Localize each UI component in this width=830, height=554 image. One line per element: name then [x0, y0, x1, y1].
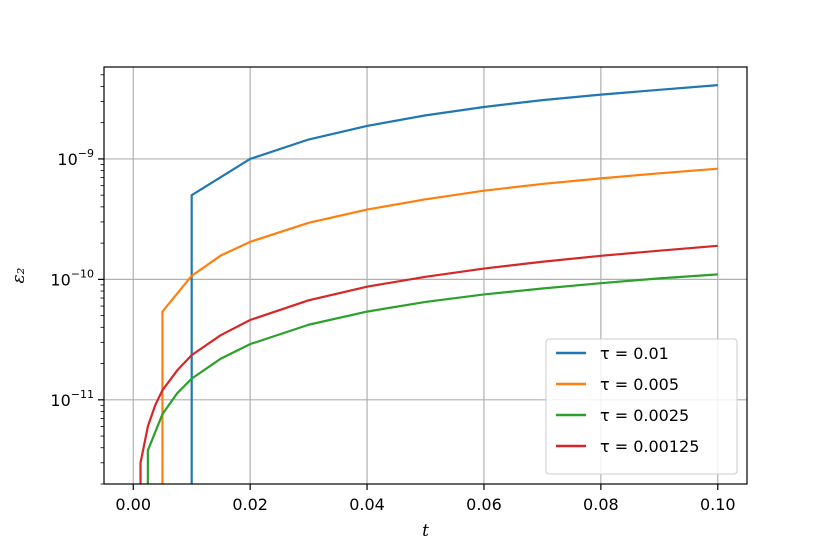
legend: τ = 0.01 τ = 0.005 τ = 0.0025 τ = 0.00125: [545, 338, 738, 475]
legend-label: τ = 0.005: [600, 375, 679, 394]
x-tick-label: 0.08: [583, 495, 619, 514]
series-lines: [139, 84, 718, 484]
x-tick-label: 0.04: [349, 495, 385, 514]
series-line: [161, 167, 718, 484]
series-line: [146, 273, 718, 484]
y-tick-labels: 10−9 10−10 10−11: [50, 147, 94, 410]
series-line: [139, 244, 718, 484]
legend-label: τ = 0.00125: [600, 437, 699, 456]
x-tick-label: 0.06: [466, 495, 502, 514]
series-line: [190, 84, 718, 484]
x-tick-label: 0.02: [232, 495, 268, 514]
y-tick-label: 10−11: [50, 388, 94, 410]
x-tick-label: 0.10: [700, 495, 736, 514]
x-axis-label: t: [422, 521, 429, 541]
y-axis-label: ε₂: [9, 267, 29, 283]
legend-label: τ = 0.01: [600, 344, 669, 363]
y-tick-label: 10−9: [57, 147, 94, 169]
plot-frame: [103, 66, 748, 485]
x-tick-labels: 0.00 0.02 0.04 0.06 0.08 0.10: [115, 495, 735, 514]
legend-label: τ = 0.0025: [600, 406, 689, 425]
x-tick-label: 0.00: [115, 495, 151, 514]
axis-ticks: [98, 74, 719, 490]
legend-box: [545, 338, 738, 475]
y-tick-label: 10−10: [50, 267, 94, 289]
